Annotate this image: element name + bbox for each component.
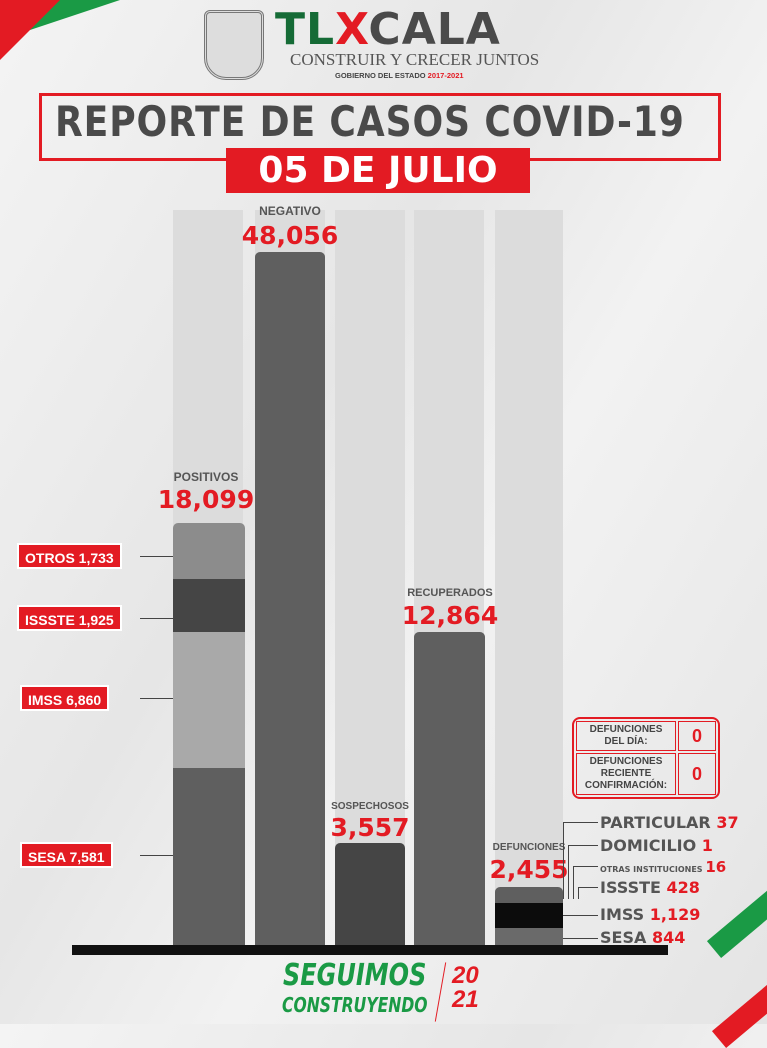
bar-label: POSITIVOS [173, 470, 239, 484]
def-domicilio: DOMICILIO 1 [600, 836, 713, 855]
bar-label: SOSPECHOSOS [331, 801, 409, 812]
bar-value: 2,455 [489, 855, 569, 884]
bar-value: 48,056 [241, 221, 339, 250]
footer-divider [434, 962, 447, 1022]
defunciones-table: DEFUNCIONES DEL DÍA: 0 DEFUNCIONES RECIENTE… [572, 717, 720, 799]
page-title: REPORTE DE CASOS COVID-19 [55, 97, 685, 146]
bar-sospechosos [335, 843, 405, 945]
bar-track [335, 210, 405, 945]
def-otras: OTRAS INSTITUCIONES 16 [600, 858, 727, 876]
positivos-issste-label: ISSSTE 1,925 [17, 605, 122, 631]
gobierno-label: GOBIERNO DEL ESTADO 2017-2021 [335, 71, 464, 80]
bar-label: RECUPERADOS [407, 587, 493, 599]
def-issste: ISSSTE 428 [600, 878, 700, 897]
footer-slogan-line2: CONSTRUYENDO [282, 993, 428, 1017]
leader-line [573, 866, 598, 899]
bar-segment-otros [173, 523, 245, 579]
bar-segment-def-other [495, 887, 563, 903]
logo-text: TLXCALA [275, 4, 501, 55]
defunciones-dia-value: 0 [678, 721, 716, 751]
leader-line [140, 698, 173, 699]
bar-track [495, 210, 563, 945]
bar-value: 3,557 [330, 813, 410, 842]
leader-line [578, 887, 598, 899]
bar-segment-issste [173, 579, 245, 632]
footer-slogan-line1: SEGUIMOS [283, 958, 427, 993]
bar-segment-def-imss [495, 903, 563, 928]
leader-line [563, 822, 598, 899]
bar-value: 12,864 [401, 601, 499, 630]
report-date: 05 DE JULIO [226, 148, 530, 193]
corner-flag-red [711, 954, 767, 1048]
tagline: CONSTRUIR Y CRECER JUNTOS [290, 50, 540, 69]
bar-label: NEGATIVO [259, 204, 321, 218]
def-imss: IMSS 1,129 [600, 905, 701, 924]
positivos-otros-label: OTROS 1,733 [17, 543, 122, 569]
bar-value: 18,099 [157, 485, 255, 514]
bar-segment-imss [173, 632, 245, 768]
bar-recuperados [414, 632, 485, 945]
corner-flag-red [0, 0, 60, 60]
leader-line [568, 845, 598, 899]
chart-baseline [72, 945, 668, 955]
positivos-sesa-label: SESA 7,581 [20, 842, 113, 868]
positivos-imss-label: IMSS 6,860 [20, 685, 110, 711]
bar-segment-sesa [173, 768, 245, 945]
leader-line [140, 855, 173, 856]
leader-line [140, 556, 173, 557]
def-sesa: SESA 844 [600, 928, 686, 947]
bar-segment-def-sesa [495, 928, 563, 945]
bar-label: DEFUNCIONES [492, 842, 566, 853]
footer-year: 20 21 [452, 962, 479, 1013]
def-particular: PARTICULAR 37 [600, 813, 739, 832]
defunciones-reciente-value: 0 [678, 753, 716, 795]
state-crest-logo [204, 10, 264, 80]
leader-line [140, 618, 173, 619]
bar-negativo [255, 252, 325, 945]
leader-line [563, 938, 598, 939]
leader-line [563, 915, 598, 916]
